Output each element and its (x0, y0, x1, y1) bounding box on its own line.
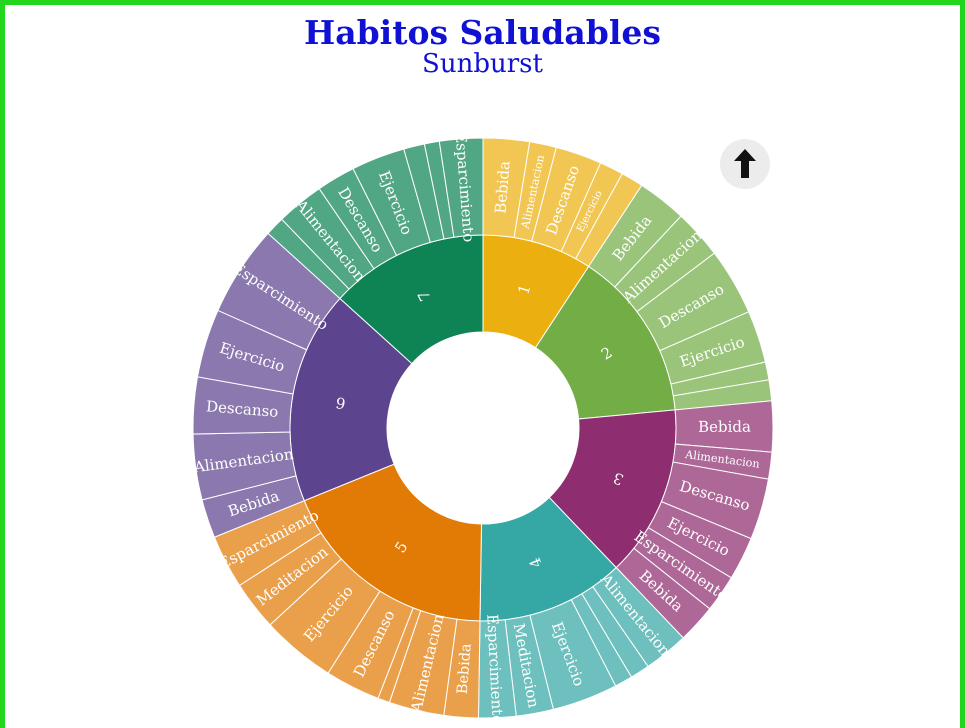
sunburst-center (387, 332, 579, 524)
segment-label-4-esparcimiento: Esparcimiento (483, 614, 506, 725)
chart-title: Habitos Saludables (304, 13, 661, 52)
group-label-6: 6 (334, 393, 347, 412)
segment-label-1-bebida: Bebida (491, 160, 513, 214)
chart-subtitle: Sunburst (422, 49, 543, 79)
sunburst-segment-7-esparcimiento[interactable] (438, 137, 484, 238)
segment-label-6-descanso: Descanso (205, 397, 279, 421)
up-level-button[interactable] (720, 139, 770, 189)
segment-label-5-bebida: Bebida (455, 643, 475, 695)
arrow-up-icon (734, 149, 756, 178)
segment-label-3-bebida: Bebida (698, 418, 751, 436)
